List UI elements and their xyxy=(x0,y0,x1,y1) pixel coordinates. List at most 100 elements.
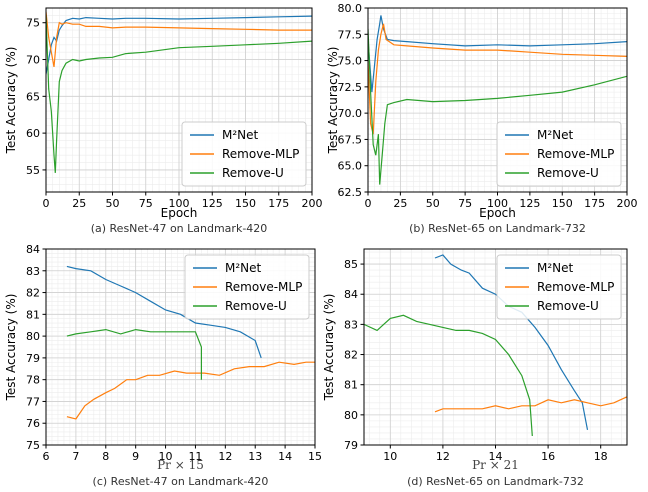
legend-entry: Remove-U xyxy=(537,166,599,180)
y-tick-label: 77.5 xyxy=(338,28,363,41)
x-axis-label: Epoch xyxy=(161,206,198,220)
y-tick-label: 60 xyxy=(26,127,40,140)
y-tick-label: 82 xyxy=(344,349,358,362)
y-tick-label: 81 xyxy=(26,308,40,321)
x-tick-label: 50 xyxy=(106,197,120,210)
legend-box xyxy=(181,121,307,187)
x-tick-label: 125 xyxy=(202,197,223,210)
x-tick-label: 25 xyxy=(393,197,407,210)
x-tick-label: 0 xyxy=(43,197,50,210)
chart-panel-a: 0 25 50 75 100 125 150 175 200 55 60 65 70 75 Test Acc… xyxy=(4,7,323,235)
x-tick-label: 75 xyxy=(458,197,472,210)
y-tick-label: 75 xyxy=(26,439,40,452)
legend-box xyxy=(184,254,310,320)
y-tick-label: 84 xyxy=(26,243,40,256)
legend-entry: Remove-MLP xyxy=(537,280,614,294)
x-tick-label: 10 xyxy=(383,450,397,463)
legend-entry: Remove-U xyxy=(225,299,287,313)
x-tick-label: 6 xyxy=(43,450,50,463)
x-tick-label: 175 xyxy=(584,197,605,210)
panel-caption: (a) ResNet-47 on Landmark-420 xyxy=(91,222,268,235)
x-tick-label: 100 xyxy=(487,197,508,210)
y-tick-label: 62.5 xyxy=(338,186,363,199)
y-tick-label: 80 xyxy=(344,409,358,422)
y-tick-label: 85 xyxy=(344,258,358,271)
plot-frame xyxy=(45,248,316,446)
x-tick-label: 8 xyxy=(102,450,109,463)
legend-box xyxy=(496,254,622,320)
x-tick-label: 13 xyxy=(248,450,262,463)
series-line-m2net xyxy=(66,265,262,359)
y-tick-label: 75 xyxy=(26,17,40,30)
chart-panel-c: 6 7 8 9 10 11 12 13 14 1575767778798081828384Test… xyxy=(4,243,322,488)
x-tick-label: 175 xyxy=(268,197,289,210)
x-tick-label: 9 xyxy=(132,450,139,463)
x-tick-label: 150 xyxy=(552,197,573,210)
x-tick-label: 0 xyxy=(365,197,372,210)
legend-entry: M²Net xyxy=(537,128,574,142)
chart-panel-b: 0 25 50 75 100 125 150 175 200 62.5 65.0 67.5 70.0 72… xyxy=(326,2,638,235)
y-tick-label: 65 xyxy=(26,90,40,103)
x-axis-label: Epoch xyxy=(479,206,516,220)
chart-panel-d: 10 12 14 16 18 79 80 81 82 83 84 85 Test Accuracy (%… xyxy=(322,248,628,488)
y-tick-label: 80.0 xyxy=(338,2,363,15)
y-tick-label: 70 xyxy=(26,54,40,67)
y-tick-label: 65.0 xyxy=(338,160,363,173)
x-tick-label: 12 xyxy=(218,450,232,463)
y-tick-label: 80 xyxy=(26,330,40,343)
series-line-remove-u xyxy=(368,28,627,185)
x-tick-label: 16 xyxy=(541,450,555,463)
series-line-remove-mlp xyxy=(46,11,312,68)
legend-entry: Remove-MLP xyxy=(537,147,614,161)
y-axis-label: Test Accuracy (%) xyxy=(322,294,336,402)
legend-entry: M²Net xyxy=(222,128,259,142)
x-tick-label: 14 xyxy=(489,450,503,463)
x-tick-label: 50 xyxy=(426,197,440,210)
y-tick-label: 55 xyxy=(26,164,40,177)
x-tick-label: 15 xyxy=(308,450,322,463)
legend-entry: M²Net xyxy=(225,261,262,275)
series-line-remove-u xyxy=(66,328,202,380)
panel-caption: (d) ResNet-65 on Landmark-732 xyxy=(407,475,584,488)
legend-entry: M²Net xyxy=(537,261,574,275)
x-axis-label: Pr × 21 xyxy=(472,458,519,472)
y-tick-label: 77 xyxy=(26,395,40,408)
y-tick-label: 79 xyxy=(26,352,40,365)
x-tick-label: 11 xyxy=(188,450,202,463)
x-tick-label: 10 xyxy=(159,450,173,463)
y-axis-label: Test Accuracy (%) xyxy=(4,47,18,155)
y-axis-label: Test Accuracy (%) xyxy=(4,294,18,402)
legend-entry: Remove-MLP xyxy=(222,147,299,161)
x-tick-label: 7 xyxy=(72,450,79,463)
x-tick-label: 14 xyxy=(278,450,292,463)
x-tick-label: 100 xyxy=(169,197,190,210)
series-line-remove-u xyxy=(364,314,533,437)
x-tick-label: 200 xyxy=(617,197,638,210)
legend-entry: Remove-MLP xyxy=(225,280,302,294)
y-tick-label: 84 xyxy=(344,288,358,301)
legend: M²Net Remove-MLP Remove-U xyxy=(496,121,622,187)
x-tick-label: 18 xyxy=(594,450,608,463)
y-tick-label: 82 xyxy=(26,287,40,300)
x-tick-label: 150 xyxy=(235,197,256,210)
series-line-m2net xyxy=(368,15,627,93)
y-tick-label: 83 xyxy=(26,265,40,278)
series-line-remove-mlp xyxy=(368,23,627,135)
x-tick-label: 200 xyxy=(302,197,323,210)
x-tick-label: 125 xyxy=(519,197,540,210)
y-tick-label: 76 xyxy=(26,417,40,430)
y-tick-label: 83 xyxy=(344,318,358,331)
x-tick-label: 75 xyxy=(139,197,153,210)
series-line-m2net xyxy=(46,15,312,75)
y-tick-label: 72.5 xyxy=(338,81,363,94)
series-line-remove-u xyxy=(46,15,312,173)
series-line-remove-mlp xyxy=(66,361,315,420)
legend-entry: Remove-U xyxy=(537,299,599,313)
y-axis-label: Test Accuracy (%) xyxy=(326,47,340,155)
series-line-remove-mlp xyxy=(434,396,627,413)
panel-caption: (b) ResNet-65 on Landmark-732 xyxy=(409,222,586,235)
panel-caption: (c) ResNet-47 on Landmark-420 xyxy=(93,475,269,488)
y-tick-label: 81 xyxy=(344,379,358,392)
y-tick-label: 78 xyxy=(26,374,40,387)
